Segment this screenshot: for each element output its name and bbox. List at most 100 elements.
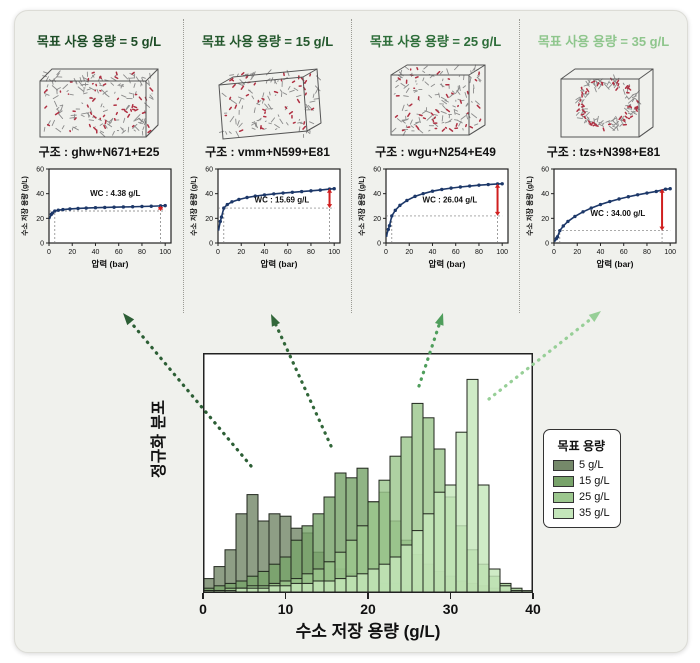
svg-text:0: 0 bbox=[384, 249, 388, 256]
svg-text:60: 60 bbox=[373, 167, 381, 174]
panel-target-25gL: 목표 사용 용량 = 25 g/L 구조 : wgu+N254+E49 0 20 4… bbox=[351, 19, 519, 313]
svg-text:60: 60 bbox=[541, 167, 549, 174]
svg-text:80: 80 bbox=[307, 249, 315, 256]
legend-label: 35 g/L bbox=[579, 507, 610, 519]
hydrogen-uptake-isotherm-chart: 0 20 40 60 80 100 0 20 40 60 압력 (bar) 수소 저장 용량 (g/L… bbox=[20, 167, 172, 269]
molecular-framework-skewed-box-icon bbox=[217, 68, 321, 140]
svg-text:20: 20 bbox=[573, 249, 581, 256]
svg-text:20: 20 bbox=[541, 216, 549, 223]
hydrogen-uptake-isotherm-chart: 0 20 40 60 80 100 0 20 40 60 압력 (bar) 수소 저장 용량 (g/L… bbox=[357, 167, 509, 269]
svg-text:60: 60 bbox=[205, 167, 213, 174]
legend-swatch-icon bbox=[553, 491, 574, 503]
legend-label: 15 g/L bbox=[579, 475, 610, 487]
svg-text:수소 저장 용량 (g/L): 수소 저장 용량 (g/L) bbox=[525, 176, 534, 236]
svg-text:0: 0 bbox=[216, 249, 220, 256]
svg-text:100: 100 bbox=[328, 249, 340, 256]
svg-text:60: 60 bbox=[451, 249, 459, 256]
svg-text:60: 60 bbox=[115, 249, 123, 256]
histogram-y-axis-label: 정규화 분포 bbox=[151, 399, 168, 479]
svg-text:40: 40 bbox=[428, 249, 436, 256]
legend-label: 25 g/L bbox=[579, 491, 610, 503]
structure-name-label: 구조 : vmm+N599+E81 bbox=[205, 145, 330, 159]
hist-tick-mark bbox=[202, 593, 204, 599]
hist-tick-label: 30 bbox=[442, 601, 459, 617]
hist-tick-label: 40 bbox=[525, 601, 541, 617]
svg-text:수소 저장 용량 (g/L): 수소 저장 용량 (g/L) bbox=[189, 176, 198, 236]
svg-text:0: 0 bbox=[209, 241, 213, 248]
svg-text:0: 0 bbox=[552, 249, 556, 256]
svg-text:40: 40 bbox=[260, 249, 268, 256]
svg-text:80: 80 bbox=[475, 249, 483, 256]
svg-text:40: 40 bbox=[596, 249, 604, 256]
svg-text:WC : 4.38 g/L: WC : 4.38 g/L bbox=[90, 189, 140, 198]
svg-text:압력 (bar): 압력 (bar) bbox=[596, 259, 633, 269]
legend-swatch-icon bbox=[553, 475, 574, 487]
hist-tick-mark bbox=[449, 593, 452, 599]
svg-text:0: 0 bbox=[40, 241, 44, 248]
histogram-x-axis-ticks: 0 10 20 30 40 bbox=[199, 593, 541, 617]
svg-text:40: 40 bbox=[36, 191, 44, 198]
legend-item: 35 g/L bbox=[553, 507, 610, 519]
svg-text:20: 20 bbox=[36, 216, 44, 223]
hist-tick-label: 0 bbox=[199, 601, 207, 617]
svg-text:40: 40 bbox=[205, 191, 213, 198]
svg-text:압력 (bar): 압력 (bar) bbox=[428, 259, 465, 269]
structure-name-label: 구조 : ghw+N671+E25 bbox=[38, 145, 160, 159]
panel-title: 목표 사용 용량 = 15 g/L bbox=[201, 34, 334, 49]
panel-target-35gL: 목표 사용 용량 = 35 g/L 구조 : tzs+N398+E81 0 20 4… bbox=[519, 19, 687, 313]
legend-item: 5 g/L bbox=[553, 459, 610, 471]
svg-text:압력 (bar): 압력 (bar) bbox=[260, 259, 297, 269]
capacity-histogram bbox=[203, 353, 533, 593]
legend-label: 5 g/L bbox=[579, 459, 604, 471]
legend-title: 목표 용량 bbox=[557, 439, 606, 453]
panel-title: 목표 사용 용량 = 5 g/L bbox=[36, 34, 162, 49]
panel-target-5gL: 목표 사용 용량 = 5 g/L 구조 : ghw+N671+E25 0 20 40… bbox=[15, 19, 183, 313]
svg-text:WC : 15.69 g/L: WC : 15.69 g/L bbox=[254, 195, 309, 204]
legend-swatch-icon bbox=[553, 459, 574, 471]
structure-name-label: 구조 : tzs+N398+E81 bbox=[546, 145, 661, 159]
legend-items: 5 g/L 15 g/L 25 g/L 35 g/L bbox=[553, 459, 610, 519]
svg-text:WC : 26.04 g/L: WC : 26.04 g/L bbox=[422, 195, 477, 204]
structure-name-label: 구조 : wgu+N254+E49 bbox=[375, 145, 496, 159]
svg-text:80: 80 bbox=[643, 249, 651, 256]
svg-text:20: 20 bbox=[205, 216, 213, 223]
svg-text:80: 80 bbox=[138, 249, 146, 256]
svg-text:20: 20 bbox=[405, 249, 413, 256]
svg-text:수소 저장 용량 (g/L): 수소 저장 용량 (g/L) bbox=[20, 176, 29, 236]
svg-text:0: 0 bbox=[377, 241, 381, 248]
legend-item: 15 g/L bbox=[553, 475, 610, 487]
molecular-framework-cube-icon bbox=[390, 64, 485, 136]
svg-text:수소 저장 용량 (g/L): 수소 저장 용량 (g/L) bbox=[357, 176, 366, 236]
svg-text:압력 (bar): 압력 (bar) bbox=[92, 259, 129, 269]
legend-swatch-icon bbox=[553, 507, 574, 519]
svg-text:40: 40 bbox=[92, 249, 100, 256]
molecular-framework-box-icon bbox=[39, 68, 159, 138]
svg-text:WC : 34.00 g/L: WC : 34.00 g/L bbox=[590, 209, 645, 218]
svg-text:0: 0 bbox=[47, 249, 51, 256]
svg-text:60: 60 bbox=[283, 249, 291, 256]
svg-text:100: 100 bbox=[159, 249, 171, 256]
hydrogen-uptake-isotherm-chart: 0 20 40 60 80 100 0 20 40 60 압력 (bar) 수소 저장 용량 (g/L… bbox=[525, 167, 677, 269]
hist-tick-mark bbox=[367, 593, 369, 599]
svg-text:40: 40 bbox=[541, 191, 549, 198]
svg-text:20: 20 bbox=[373, 216, 381, 223]
svg-text:0: 0 bbox=[545, 241, 549, 248]
hist-tick-mark bbox=[284, 593, 287, 599]
hist-tick-label: 10 bbox=[277, 601, 294, 617]
target-capacity-panels: 목표 사용 용량 = 5 g/L 구조 : ghw+N671+E25 0 20 40… bbox=[15, 19, 687, 313]
histogram-x-axis-label: 수소 저장 용량 (g/L) bbox=[295, 622, 441, 641]
svg-text:60: 60 bbox=[619, 249, 627, 256]
svg-text:60: 60 bbox=[36, 167, 44, 174]
svg-text:100: 100 bbox=[496, 249, 508, 256]
svg-text:20: 20 bbox=[68, 249, 76, 256]
legend-item: 25 g/L bbox=[553, 491, 610, 503]
figure-card: 목표 사용 용량 = 5 g/L 구조 : ghw+N671+E25 0 20 40… bbox=[14, 10, 688, 653]
molecular-framework-ring-pore-icon bbox=[560, 68, 653, 138]
panel-target-15gL: 목표 사용 용량 = 15 g/L 구조 : vmm+N599+E81 0 20 4… bbox=[183, 19, 351, 313]
svg-text:100: 100 bbox=[664, 249, 676, 256]
svg-text:40: 40 bbox=[373, 191, 381, 198]
hydrogen-uptake-isotherm-chart: 0 20 40 60 80 100 0 20 40 60 압력 (bar) 수소 저장 용량 (g/L… bbox=[189, 167, 341, 269]
panel-title: 목표 사용 용량 = 25 g/L bbox=[369, 34, 502, 49]
panel-title: 목표 사용 용량 = 35 g/L bbox=[537, 34, 670, 49]
